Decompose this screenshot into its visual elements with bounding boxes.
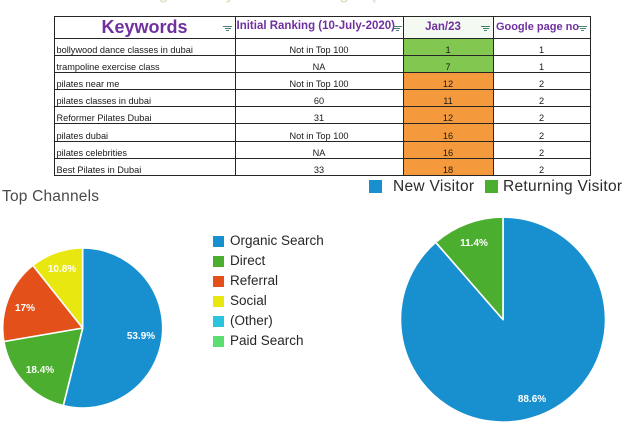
svg-text:53.9%: 53.9%: [127, 331, 155, 342]
svg-text:88.6%: 88.6%: [518, 394, 546, 405]
svg-text:18.4%: 18.4%: [26, 365, 54, 376]
svg-text:10.8%: 10.8%: [48, 264, 76, 275]
svg-text:17%: 17%: [15, 303, 35, 314]
svg-text:11.4%: 11.4%: [460, 238, 488, 249]
